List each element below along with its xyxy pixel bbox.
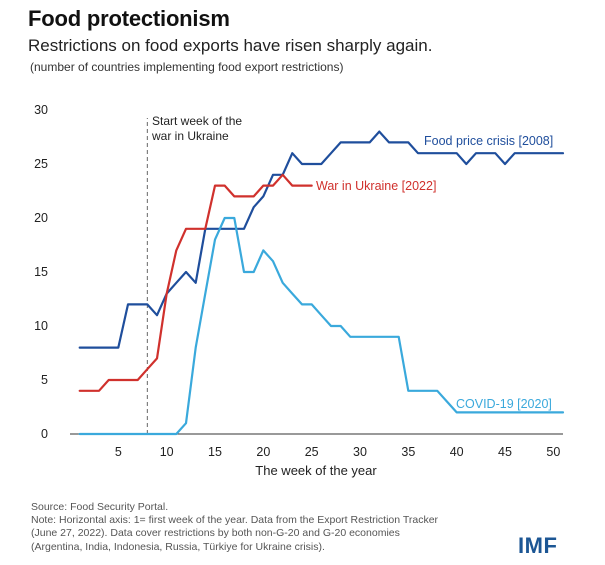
source-line: Source: Food Security Portal. — [31, 501, 169, 513]
series-label-2022: War in Ukraine [2022] — [316, 179, 436, 193]
x-tick-label: 45 — [498, 445, 512, 459]
series-line-2022 — [78, 173, 313, 392]
y-tick-label: 20 — [34, 211, 48, 225]
x-tick-label: 5 — [115, 445, 122, 459]
x-tick-labels: 5 10 15 20 25 30 35 40 45 50 — [115, 445, 560, 459]
annotation-line-1: Start week of the — [152, 114, 242, 128]
chart-subtitle: Restrictions on food exports have risen … — [28, 36, 433, 55]
series-line-2008 — [78, 130, 565, 349]
note-line-1: Note: Horizontal axis: 1= first week of … — [31, 514, 439, 527]
note-line-2: (June 27, 2022). Data cover restrictions… — [31, 527, 400, 540]
x-tick-label: 15 — [208, 445, 222, 459]
series-label-2020: COVID-19 [2020] — [456, 397, 552, 411]
y-tick-label: 30 — [34, 103, 48, 117]
x-tick-label: 40 — [450, 445, 464, 459]
y-tick-label: 10 — [34, 319, 48, 333]
y-tick-labels: 0 5 10 15 20 25 30 — [34, 103, 48, 441]
x-tick-label: 50 — [546, 445, 560, 459]
series-line-2020 — [78, 216, 565, 436]
y-tick-label: 25 — [34, 157, 48, 171]
x-tick-label: 20 — [256, 445, 270, 459]
x-tick-label: 25 — [305, 445, 319, 459]
series-lines — [78, 130, 565, 436]
y-tick-label: 0 — [41, 427, 48, 441]
series-label-2008: Food price crisis [2008] — [424, 134, 553, 148]
note-line-3: (Argentina, India, Indonesia, Russia, Tü… — [31, 540, 325, 553]
x-tick-label: 30 — [353, 445, 367, 459]
x-tick-label: 10 — [160, 445, 174, 459]
y-tick-label: 15 — [34, 265, 48, 279]
x-axis-title: The week of the year — [255, 463, 377, 478]
y-tick-label: 5 — [41, 373, 48, 387]
annotation-line-2: war in Ukraine — [151, 129, 229, 143]
x-tick-label: 35 — [401, 445, 415, 459]
chart-title: Food protectionism — [28, 6, 230, 31]
imf-logo: IMF — [518, 533, 558, 558]
chart-unit-note: (number of countries implementing food e… — [30, 60, 344, 74]
source-footer: Source: Food Security Portal. Note: Hori… — [31, 501, 511, 554]
